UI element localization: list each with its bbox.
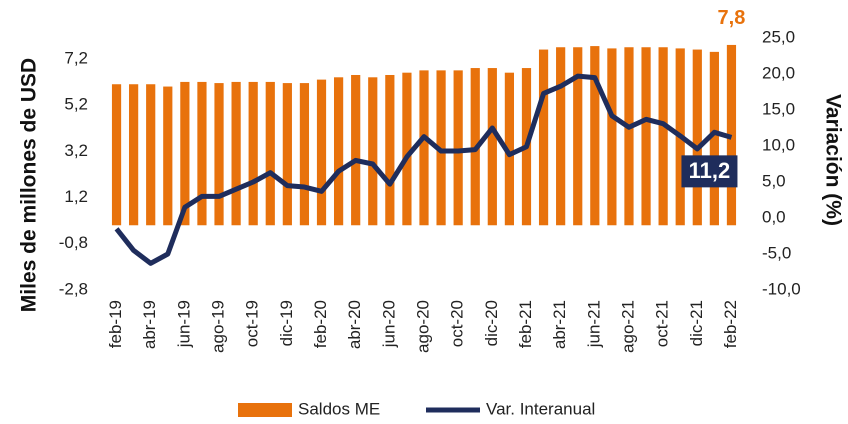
bar — [265, 81, 275, 226]
bar — [385, 74, 395, 226]
x-tick-label: abr-21 — [550, 300, 569, 349]
x-tick-label: ago-21 — [618, 300, 637, 353]
y2-tick-label: -10,0 — [762, 279, 801, 298]
bar — [129, 84, 139, 226]
y-tick-label: -2,8 — [59, 279, 88, 298]
y2-tick-label: 10,0 — [762, 135, 795, 154]
y-tick-label: 5,2 — [64, 95, 88, 114]
bar — [692, 49, 702, 226]
x-tick-label: ago-20 — [413, 300, 432, 353]
x-tick-label: oct-20 — [448, 300, 467, 347]
bar — [624, 47, 634, 226]
x-tick-label: oct-21 — [653, 300, 672, 347]
y-tick-label: 3,2 — [64, 141, 88, 160]
bar — [146, 84, 156, 226]
bar — [504, 72, 515, 226]
y2-tick-label: 15,0 — [762, 99, 795, 118]
bar — [231, 81, 241, 226]
bar — [180, 81, 190, 226]
y2-tick-label: 20,0 — [762, 63, 795, 82]
y2-tick-label: 0,0 — [762, 207, 786, 226]
bar — [163, 86, 173, 226]
bar — [556, 47, 566, 226]
bar — [299, 83, 310, 226]
bar — [453, 70, 463, 226]
y-tick-label: 1,2 — [64, 187, 88, 206]
bar — [709, 51, 719, 226]
y-axis-title: Miles de millones de USD — [18, 58, 41, 312]
x-tick-label: feb-22 — [721, 300, 740, 348]
legend-swatch — [238, 403, 292, 417]
bar — [197, 81, 207, 226]
bar — [641, 47, 651, 226]
x-tick-label: jun-20 — [379, 300, 398, 348]
x-tick-label: feb-21 — [516, 300, 535, 348]
bar — [607, 48, 617, 226]
bar — [351, 74, 361, 226]
bar — [316, 79, 327, 226]
bar — [214, 83, 224, 226]
line-value-label-box — [681, 155, 738, 188]
y-tick-label: -0,8 — [59, 233, 88, 252]
x-tick-label: jun-19 — [174, 300, 193, 348]
bar — [419, 70, 429, 226]
bar — [368, 77, 378, 226]
bar — [573, 47, 583, 226]
legend-label: Saldos ME — [298, 399, 380, 418]
bar — [402, 72, 412, 226]
bar — [282, 83, 292, 226]
y2-tick-label: -5,0 — [762, 243, 791, 262]
x-tick-label: ago-19 — [209, 300, 228, 353]
line — [114, 73, 733, 266]
bar — [111, 84, 122, 226]
bar — [658, 47, 668, 226]
x-tick-label: jun-21 — [584, 300, 603, 348]
y2-axis-title: Variación (%) — [821, 94, 844, 226]
x-tick-label: abr-20 — [345, 300, 364, 349]
x-tick-label: oct-19 — [243, 300, 262, 347]
y-tick-label: 7,2 — [64, 48, 88, 67]
bar — [333, 77, 344, 226]
bar-value-label: 7,8 — [718, 7, 746, 29]
bar — [487, 68, 497, 226]
line-value-label: 11,2 — [689, 158, 731, 183]
x-tick-label: feb-20 — [311, 300, 330, 348]
x-tick-label: feb-19 — [106, 300, 125, 348]
y2-tick-label: 5,0 — [762, 171, 786, 190]
bar — [538, 49, 549, 226]
bar — [248, 81, 258, 226]
x-tick-label: dic-20 — [482, 300, 501, 346]
x-tick-label: dic-19 — [277, 300, 296, 346]
legend-label: Var. Interanual — [486, 399, 595, 418]
bar — [590, 46, 600, 226]
y2-tick-label: 25,0 — [762, 27, 795, 46]
x-tick-label: dic-21 — [687, 300, 706, 346]
x-tick-label: abr-19 — [140, 300, 159, 349]
